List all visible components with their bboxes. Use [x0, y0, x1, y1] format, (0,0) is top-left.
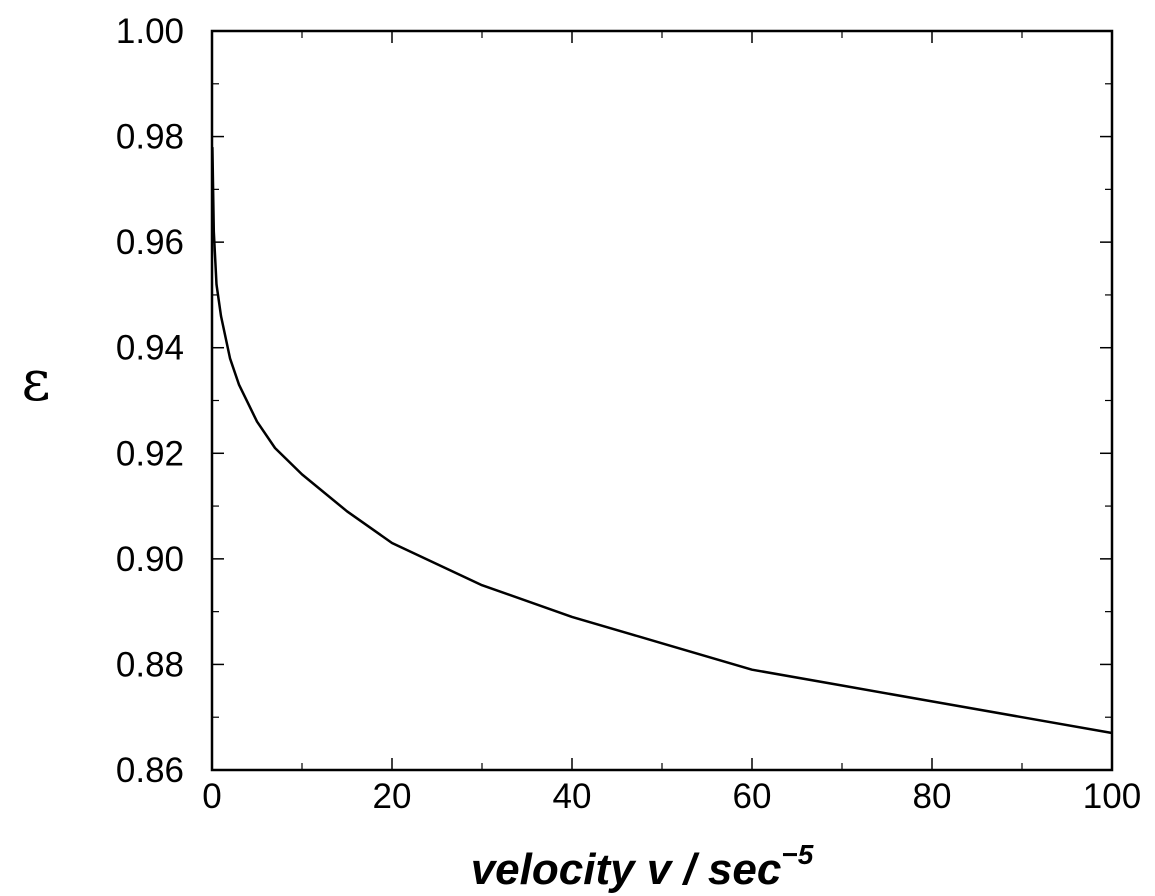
axis-ticks	[211, 30, 1113, 771]
x-tick-label: 100	[1083, 777, 1141, 816]
x-tick-label: 40	[553, 777, 592, 816]
x-tick-label: 80	[913, 777, 952, 816]
y-tick-label: 0.92	[116, 434, 184, 473]
y-axis-label: ε	[21, 349, 50, 414]
x-tick-label: 0	[202, 777, 221, 816]
axis-tick-labels: 0 20 40 60 80 100 0.86 0.88 0.90 0.92 0.94 0.96 0.98…	[116, 12, 1141, 816]
series-layer	[211, 147, 1113, 735]
series-line-0	[211, 147, 1113, 735]
y-tick-label: 0.96	[116, 223, 184, 262]
y-tick-label: 0.90	[116, 540, 184, 579]
x-axis-label-text: velocity v / sec	[471, 845, 782, 894]
x-tick-label: 60	[733, 777, 772, 816]
x-tick-label: 20	[373, 777, 412, 816]
x-axis-label: velocity v / sec−5	[471, 839, 814, 894]
y-tick-label: 0.86	[116, 751, 184, 790]
plot-frame	[210, 29, 1114, 772]
x-axis-label-superscript: −5	[781, 839, 813, 870]
y-tick-label: 0.88	[116, 645, 184, 684]
y-tick-label: 0.94	[116, 329, 184, 368]
y-tick-label: 1.00	[116, 12, 184, 51]
y-tick-label: 0.98	[116, 118, 184, 157]
